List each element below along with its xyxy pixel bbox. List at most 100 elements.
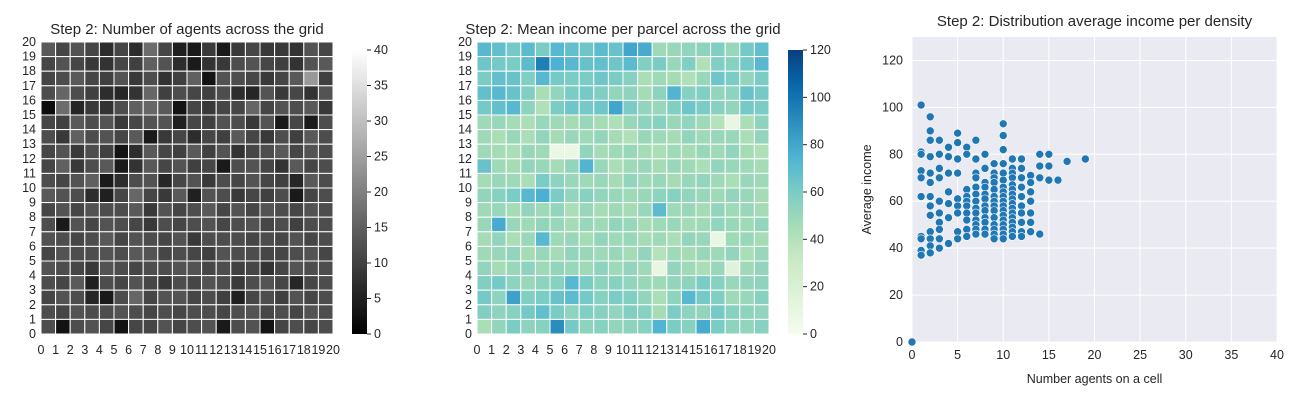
heatmap-cell	[201, 289, 217, 306]
heatmap-cell	[607, 56, 624, 72]
scatter-point	[962, 215, 972, 225]
heatmap-cell	[142, 114, 159, 131]
heatmap-cell	[69, 158, 86, 174]
colorbar	[352, 50, 367, 334]
heatmap-cell	[142, 70, 159, 87]
scatter-point	[935, 225, 944, 234]
y-tick-label: 20	[458, 35, 472, 49]
heatmap-cell	[739, 318, 755, 335]
heatmap-cell	[244, 187, 261, 204]
scatter-point	[1017, 182, 1026, 192]
heatmap-cell	[607, 275, 624, 291]
scatter-point	[916, 234, 926, 244]
heatmap-cell	[666, 172, 682, 189]
heatmap-cell	[113, 114, 130, 131]
heatmap-cell	[201, 216, 217, 233]
heatmap-cell	[288, 56, 305, 72]
heatmap-cell	[695, 216, 712, 233]
heatmap-cell	[753, 231, 770, 247]
heatmap-cell	[215, 231, 232, 247]
heatmap-cell	[593, 231, 609, 247]
heatmap-cell	[534, 245, 551, 262]
heatmap-cell	[505, 304, 522, 320]
heatmap-cell	[695, 158, 712, 174]
heatmap-cell	[753, 158, 770, 174]
heatmap-cell	[244, 129, 261, 145]
heatmap-cell	[637, 172, 653, 189]
x-tick-label: 14	[238, 343, 252, 357]
heatmap-cell	[230, 187, 246, 204]
heatmap-cell	[710, 70, 726, 87]
scatter-point	[935, 196, 944, 206]
heatmap-cell	[666, 245, 682, 262]
heatmap-cell	[739, 187, 755, 204]
heatmap-cell	[230, 129, 246, 145]
heatmap-cell	[680, 158, 697, 174]
scatter-point	[953, 208, 962, 218]
scatter-point	[1026, 187, 1035, 197]
heatmap-cell	[98, 114, 115, 131]
heatmap-cell	[201, 99, 217, 116]
heatmap-cell	[259, 304, 276, 320]
heatmap-cell	[491, 41, 507, 58]
heatmap-cell	[651, 275, 668, 291]
heatmap-cell	[244, 245, 261, 262]
heatmap-cell	[274, 85, 290, 101]
colorbar-tick-label: 60	[810, 185, 824, 199]
scatter-point	[998, 119, 1008, 129]
heatmap-cell	[157, 202, 173, 218]
heatmap-cell	[215, 129, 232, 145]
heatmap-cell	[259, 85, 276, 101]
scatter-point	[953, 138, 962, 147]
scatter-point	[1026, 227, 1035, 237]
heatmap-cell	[505, 114, 522, 131]
heatmap-cell	[171, 216, 188, 233]
heatmap-cell	[157, 275, 173, 291]
heatmap-cell	[724, 56, 741, 72]
heatmap-cell	[142, 129, 159, 145]
heatmap-cell	[680, 245, 697, 262]
heatmap-cell	[186, 231, 203, 247]
heatmap-cell	[142, 158, 159, 174]
heatmap-cell	[230, 231, 246, 247]
heatmap-cell	[476, 275, 493, 291]
heatmap-cell	[317, 216, 334, 233]
heatmap-cell	[98, 245, 115, 262]
x-tick-label: 19	[747, 343, 761, 357]
heatmap-cell	[55, 289, 71, 306]
heatmap-cell	[201, 85, 217, 101]
heatmap-cell	[651, 260, 668, 277]
heatmap-cell	[476, 41, 493, 58]
heatmap-cell	[303, 172, 319, 189]
heatmap-cell	[695, 275, 712, 291]
scatter-point	[925, 178, 935, 187]
heatmap-cell	[303, 231, 319, 247]
heatmap-cell	[142, 41, 159, 58]
heatmap-cell	[549, 129, 566, 145]
heatmap-cell	[491, 304, 507, 320]
y-tick-label: 1	[465, 312, 472, 326]
heatmap-cell	[244, 85, 261, 101]
heatmap-cell	[710, 85, 726, 101]
heatmap-cell	[666, 289, 682, 306]
heatmap-cell	[680, 70, 697, 87]
heatmap-cell	[724, 70, 741, 87]
heatmap-cell	[288, 304, 305, 320]
heatmap-cell	[303, 304, 319, 320]
heatmap-cell	[710, 99, 726, 116]
heatmap-cell	[274, 129, 290, 145]
y-tick-label: 13	[22, 137, 36, 151]
heatmap-cell	[549, 56, 566, 72]
heatmap-cell	[710, 158, 726, 174]
heatmap-cell	[724, 172, 741, 189]
heatmap-cell	[520, 202, 536, 218]
heatmap-cell	[128, 99, 144, 116]
heatmap-cell	[491, 99, 507, 116]
scatter-point	[925, 201, 935, 211]
heatmap-cell	[215, 304, 232, 320]
heatmap-cell	[157, 289, 173, 306]
heatmap-cell	[317, 99, 334, 116]
heatmap-cell	[171, 202, 188, 218]
heatmap-cell	[98, 129, 115, 145]
heatmap-cell	[666, 187, 682, 204]
